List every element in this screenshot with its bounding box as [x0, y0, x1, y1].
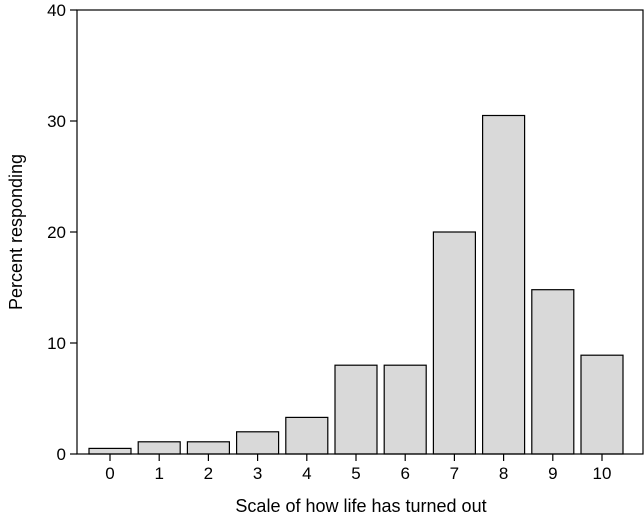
- y-tick-label: 0: [57, 445, 66, 464]
- bar-2: [186, 441, 230, 455]
- x-tick-label: 1: [154, 464, 163, 483]
- x-tick-label: 9: [548, 464, 557, 483]
- x-tick-label: 10: [593, 464, 612, 483]
- x-tick-label: 2: [204, 464, 213, 483]
- bar-0: [88, 447, 132, 455]
- bar-6: [383, 364, 427, 455]
- bar-1: [137, 441, 181, 455]
- y-tick-label: 20: [47, 223, 66, 242]
- y-tick-label: 30: [47, 112, 66, 131]
- bar-8: [482, 114, 526, 455]
- bar-9: [531, 289, 575, 455]
- y-tick-label: 40: [47, 1, 66, 20]
- x-tick-label: 3: [253, 464, 262, 483]
- x-axis-label: Scale of how life has turned out: [235, 496, 486, 516]
- x-tick-label: 6: [400, 464, 409, 483]
- x-axis-ticks: 0 1 2 3 4 5 6 7 8 9 10: [105, 454, 611, 483]
- bar-4: [285, 416, 329, 455]
- bar-3: [236, 431, 280, 455]
- y-axis-label: Percent responding: [6, 154, 26, 310]
- bar-10: [580, 354, 624, 455]
- x-tick-label: 0: [105, 464, 114, 483]
- x-tick-label: 7: [450, 464, 459, 483]
- bars: [88, 114, 624, 455]
- y-tick-label: 10: [47, 334, 66, 353]
- x-tick-label: 5: [351, 464, 360, 483]
- x-tick-label: 8: [499, 464, 508, 483]
- x-tick-label: 4: [302, 464, 311, 483]
- bar-7: [432, 231, 476, 455]
- bar-5: [334, 364, 378, 455]
- y-axis-ticks: 0 10 20 30 40: [47, 1, 77, 464]
